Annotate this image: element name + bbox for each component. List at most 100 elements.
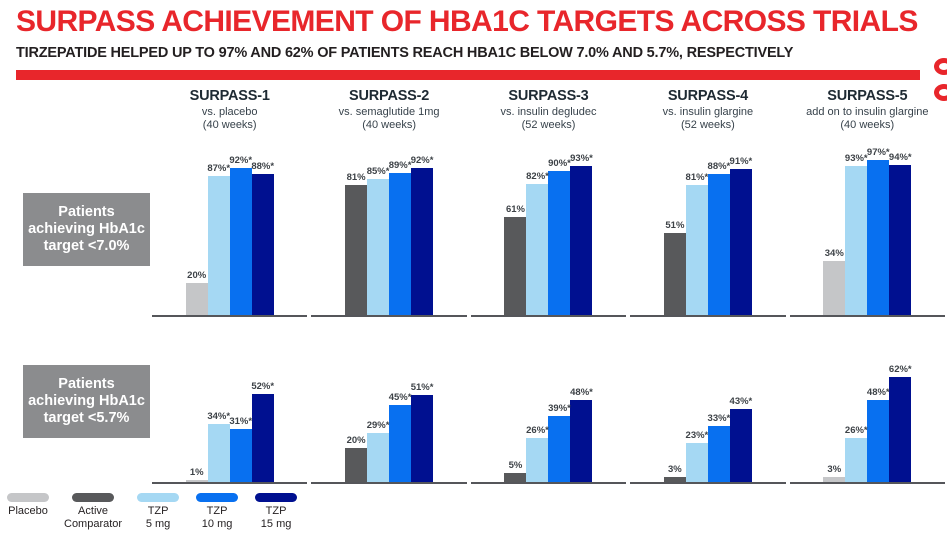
bar-tzp-15-mg: 94%*	[889, 152, 912, 315]
bar-tzp-10-mg: 88%*	[708, 161, 730, 315]
bar-tzp-10-mg: 31%*	[229, 416, 253, 482]
bar-tzp-5-mg: 93%*	[845, 153, 868, 315]
bar-rect	[570, 400, 593, 482]
header: SURPASS ACHIEVEMENT OF HBA1C TARGETS ACR…	[0, 0, 947, 80]
bar-value-label: 39%*	[548, 403, 571, 414]
trial-name: SURPASS-2	[349, 88, 430, 104]
legend-label: TZP 15 mg	[260, 505, 292, 530]
bar-value-label: 91%*	[729, 156, 753, 167]
bar-value-label: 29%*	[366, 420, 390, 431]
bar-active-comparator: 61%	[504, 204, 527, 315]
bar-tzp-10-mg: 48%*	[866, 387, 890, 482]
bar-tzp-10-mg: 39%*	[548, 403, 571, 482]
bar-active-comparator: 51%	[663, 220, 686, 315]
bar-tzp-15-mg: 91%*	[730, 156, 752, 315]
bar-group-surpass-3: 61% 82%* 90%* 93%*	[470, 142, 627, 317]
bar-rect	[411, 395, 434, 482]
bar-rect	[685, 185, 708, 315]
bar-tzp-10-mg: 33%*	[708, 413, 730, 482]
bar-rect	[229, 168, 252, 315]
bar-placebo: 34%	[823, 248, 846, 315]
bar-value-label: 92%*	[410, 155, 434, 166]
bar-value-label: 34%	[824, 248, 844, 259]
chart-row-target-7-0: Patients achieving HbA1c target <7.0% 20%…	[0, 142, 947, 317]
bar-value-label: 87%*	[207, 163, 231, 174]
brand-logo-fragment-icon	[932, 56, 947, 112]
bar-rect	[229, 429, 252, 482]
bar-rect	[823, 477, 846, 482]
legend-item-tzp-15-mg: TZP 15 mg	[253, 493, 299, 530]
bar-value-label: 81%*	[685, 172, 709, 183]
bar-tzp-5-mg: 26%*	[526, 425, 549, 482]
trial-name: SURPASS-3	[508, 88, 589, 104]
bar-value-label: 51%*	[410, 382, 434, 393]
bar-tzp-5-mg: 85%*	[367, 166, 389, 315]
legend-label: TZP 10 mg	[201, 505, 233, 530]
legend-item-tzp-10-mg: TZP 10 mg	[194, 493, 240, 530]
trial-duration: (52 weeks)	[521, 119, 576, 131]
header-spacer	[0, 86, 150, 142]
legend-item-placebo: Placebo	[5, 493, 51, 518]
bar-rect	[526, 438, 549, 482]
bar-value-label: 45%*	[388, 392, 412, 403]
bar-rect	[389, 173, 412, 315]
bar-rect	[367, 433, 390, 482]
bar-tzp-5-mg: 23%*	[686, 430, 708, 482]
bar-value-label: 23%*	[685, 430, 709, 441]
bar-value-label: 89%*	[388, 160, 412, 171]
bar-group-surpass-5: 3% 26%* 48%* 62%*	[789, 359, 945, 484]
trial-name: SURPASS-5	[827, 88, 908, 104]
bar-rect	[729, 169, 752, 315]
bar-placebo: 1%	[185, 467, 208, 482]
legend-swatch	[137, 493, 180, 502]
bar-tzp-10-mg: 92%*	[229, 155, 252, 315]
bar-value-label: 34%*	[207, 411, 231, 422]
legend-item-tzp-5-mg: TZP 5 mg	[135, 493, 181, 530]
trial-comparator: vs. insulin degludec	[500, 106, 597, 118]
bar-rect	[548, 416, 571, 482]
bar-rect	[207, 424, 230, 482]
row-label-box: Patients achieving HbA1c target <7.0%	[23, 192, 150, 267]
bar-value-label: 88%*	[707, 161, 731, 172]
bar-value-label: 43%*	[729, 396, 753, 407]
bar-rect	[867, 400, 890, 482]
legend-swatch	[72, 493, 115, 502]
bar-tzp-5-mg: 81%*	[686, 172, 708, 315]
bar-rect	[867, 160, 890, 315]
bar-rect	[889, 165, 912, 315]
legend-swatch	[255, 493, 298, 502]
bar-rect	[663, 477, 686, 482]
bar-value-label: 33%*	[707, 413, 731, 424]
bar-placebo: 3%	[823, 464, 846, 482]
bar-tzp-5-mg: 29%*	[367, 420, 389, 482]
bar-value-label: 31%*	[229, 416, 253, 427]
bar-group-surpass-1: 20% 87%* 92%* 88%*	[152, 142, 308, 317]
bar-rect	[185, 480, 208, 482]
trial-name: SURPASS-4	[667, 88, 748, 104]
bar-tzp-15-mg: 48%*	[570, 387, 593, 482]
logo-ring-icon	[934, 84, 947, 101]
chart-row-target-5-7: Patients achieving HbA1c target <5.7% 1% 3…	[0, 359, 947, 484]
bar-rect	[411, 168, 434, 315]
trial-comparator: vs. semaglutide 1mg	[338, 106, 440, 118]
bar-value-label: 26%*	[526, 425, 549, 436]
bar-rect	[707, 426, 730, 482]
bar-group-surpass-2: 81% 85%* 89%* 92%*	[311, 142, 467, 317]
bar-value-label: 1%	[189, 467, 204, 478]
row-label-cell: Patients achieving HbA1c target <7.0%	[0, 142, 150, 317]
bar-tzp-5-mg: 87%*	[207, 163, 231, 315]
bar-active-comparator: 81%	[345, 172, 368, 315]
bar-rect	[345, 185, 368, 315]
row-label-cell: Patients achieving HbA1c target <5.7%	[0, 359, 150, 484]
legend-label: TZP 5 mg	[145, 505, 171, 530]
bar-group-surpass-4: 51% 81%* 88%* 91%*	[630, 142, 786, 317]
bar-group-surpass-1: 1% 34%* 31%* 52%*	[152, 359, 308, 484]
bar-value-label: 20%	[187, 270, 207, 281]
bar-group-surpass-4: 3% 23%* 33%* 43%*	[630, 359, 786, 484]
bar-value-label: 48%*	[866, 387, 890, 398]
bar-rect	[504, 473, 527, 482]
bar-rect	[251, 394, 274, 482]
trial-comparator: vs. placebo	[201, 106, 258, 118]
bar-rect	[251, 174, 274, 315]
bar-placebo: 20%	[185, 270, 208, 315]
